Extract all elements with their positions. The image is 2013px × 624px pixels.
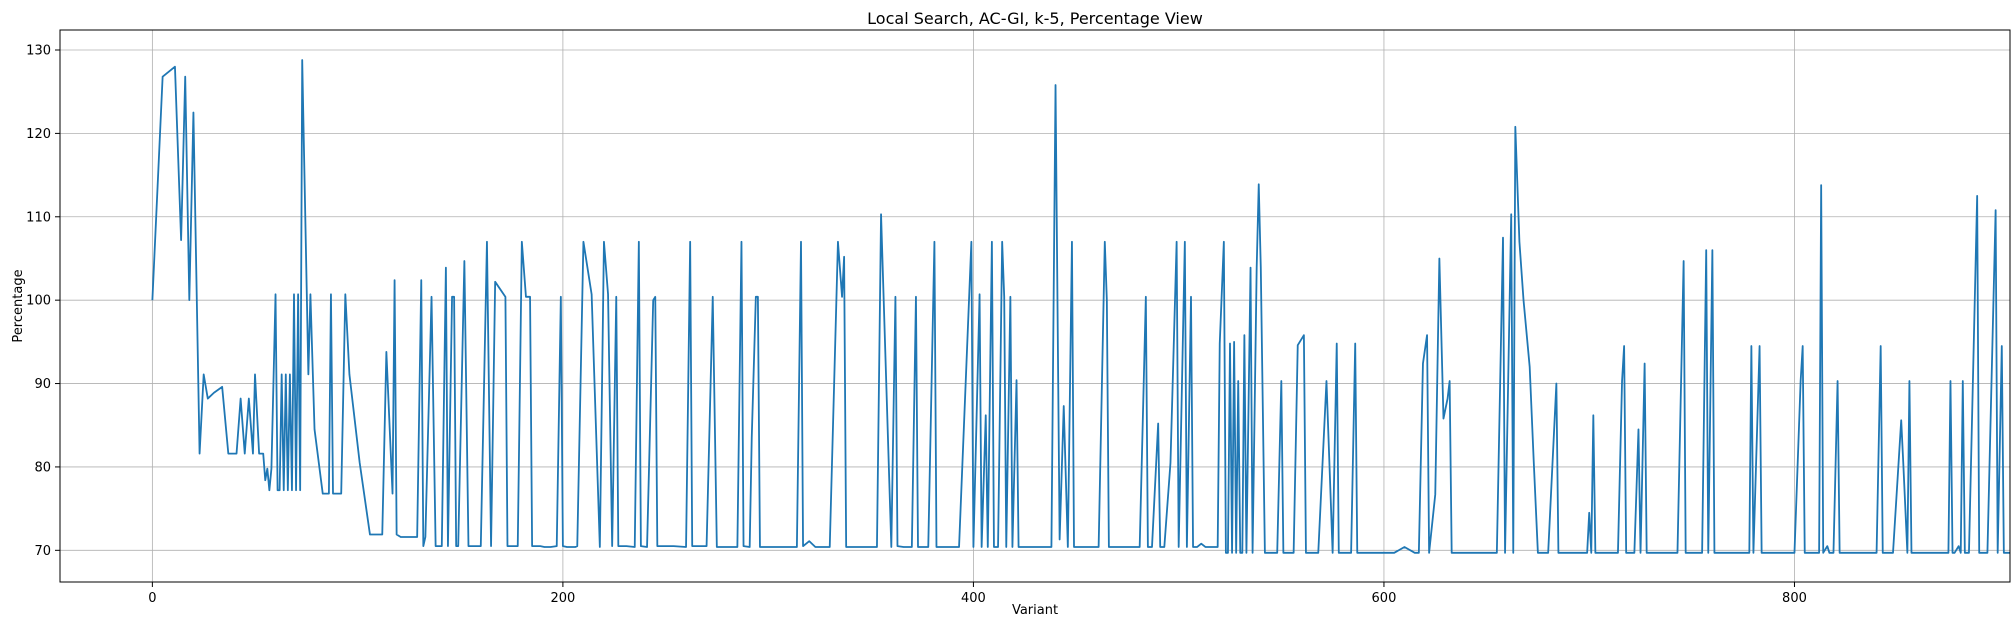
- x-tick-label: 800: [1782, 591, 1807, 606]
- x-ticks: 0 200 400 600 800: [148, 582, 1807, 606]
- x-tick-label: 600: [1372, 591, 1397, 606]
- x-axis-label: Variant: [1012, 603, 1058, 618]
- y-tick-label: 70: [34, 544, 51, 559]
- y-tick-label: 90: [34, 377, 51, 392]
- y-tick-label: 100: [26, 294, 51, 309]
- series-layer: [151, 59, 2010, 554]
- x-tick-label: 0: [148, 591, 156, 606]
- y-tick-label: 130: [26, 44, 51, 59]
- y-tick-label: 120: [26, 127, 51, 142]
- plot-frame: [59, 29, 2011, 583]
- y-axis-label: Percentage: [11, 269, 26, 342]
- y-ticks: 70 80 90 100 110 120 130: [26, 44, 60, 559]
- chart-title: Local Search, AC-GI, k-5, Percentage Vie…: [867, 9, 1203, 28]
- x-tick-label: 400: [961, 591, 986, 606]
- y-tick-label: 80: [34, 460, 51, 475]
- series-line-0: [151, 59, 2010, 554]
- y-tick-label: 110: [26, 210, 51, 225]
- x-tick-label: 200: [550, 591, 575, 606]
